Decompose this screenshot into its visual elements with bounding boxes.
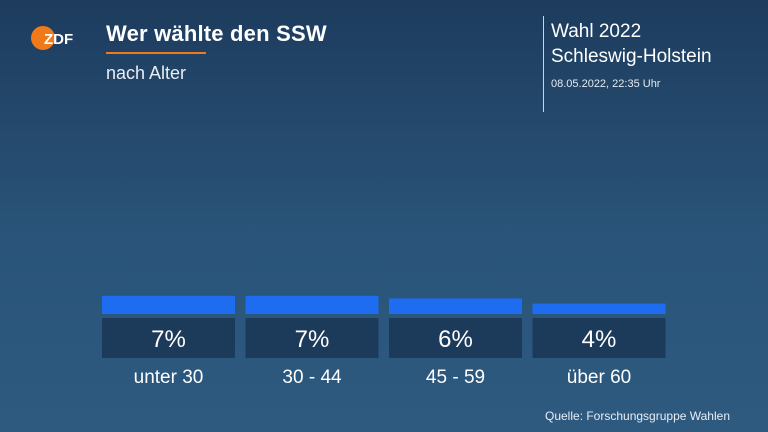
value-box-3 <box>389 318 522 358</box>
value-label-4: 4% <box>582 326 617 353</box>
value-label-2: 7% <box>295 326 330 353</box>
zdf-logo-text: ZDF <box>44 31 73 48</box>
bar-4 <box>532 303 666 314</box>
chart-title: Wer wählte den SSW <box>106 21 327 46</box>
category-label-2: 30 - 44 <box>282 367 342 388</box>
title-underline <box>106 52 206 54</box>
bar-3 <box>389 298 522 314</box>
category-label-3: 45 - 59 <box>426 367 485 388</box>
category-label-4: über 60 <box>567 367 631 388</box>
bar-1 <box>102 295 235 314</box>
value-box-2 <box>245 318 379 358</box>
value-label-1: 7% <box>151 326 186 353</box>
header-divider <box>543 16 544 112</box>
value-label-3: 6% <box>438 326 473 353</box>
election-name: Wahl 2022 <box>551 21 642 42</box>
bar-2 <box>245 295 379 314</box>
election-region: Schleswig-Holstein <box>551 46 712 67</box>
zdf-logo-circle <box>31 26 55 50</box>
category-label-1: unter 30 <box>134 367 204 388</box>
timestamp: 08.05.2022, 22:35 Uhr <box>551 78 661 90</box>
value-box-4 <box>532 318 666 358</box>
source-note: Quelle: Forschungsgruppe Wahlen <box>545 409 730 423</box>
chart-subtitle: nach Alter <box>106 63 187 83</box>
value-box-1 <box>102 318 235 358</box>
zdf-logo: ZDF <box>31 26 73 50</box>
